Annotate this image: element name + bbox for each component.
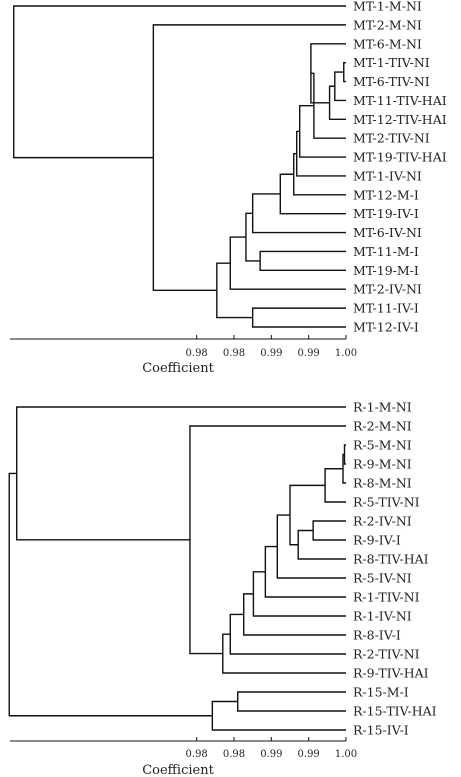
leaf-label: R-1-IV-NI [353, 609, 412, 624]
leaf-label: MT-19-TIV-HAI [353, 150, 447, 165]
cluster-link [259, 250, 346, 272]
cluster-link [310, 72, 346, 139]
leaf-label: MT-12-IV-I [353, 320, 419, 335]
leaf-label: MT-6-TIV-NI [353, 74, 430, 89]
leaf-label: R-2-IV-NI [353, 514, 412, 529]
x-tick-label: 1.00 [335, 749, 357, 760]
cluster-link [343, 61, 346, 83]
cluster-link [289, 484, 326, 546]
leaf-label: MT-6-IV-NI [353, 225, 422, 240]
cluster-link [211, 700, 346, 731]
leaf-label: MT-2-TIV-NI [353, 131, 430, 146]
cluster-link [189, 425, 346, 655]
leaf-label: R-15-TIV-HAI [353, 704, 437, 719]
leaf-label: MT-12-TIV-HAI [353, 112, 447, 127]
x-tick-label: 0.99 [298, 348, 320, 359]
leaf-label: R-9-TIV-HAI [353, 666, 429, 681]
x-tick-label: 0.98 [186, 348, 208, 359]
cluster-link [237, 691, 346, 712]
leaf-label: MT-19-IV-I [353, 206, 419, 221]
x-tick-label: 0.98 [186, 749, 208, 760]
cluster-link [276, 514, 346, 579]
cluster-link [16, 406, 346, 541]
x-axis-title: Coefficient [142, 763, 214, 777]
cluster-link [293, 152, 346, 196]
leaf-label: R-2-M-NI [353, 419, 412, 434]
leaf-label: MT-1-TIV-NI [353, 55, 430, 70]
leaf-label: R-1-M-NI [353, 400, 412, 415]
leaf-label: R-5-M-NI [353, 438, 412, 453]
leaf-label: MT-1-M-NI [353, 0, 422, 14]
leaf-label: R-8-M-NI [353, 476, 412, 491]
leaf-label: R-8-IV-I [353, 628, 401, 643]
cluster-link [251, 307, 346, 328]
x-tick-label: 1.00 [335, 348, 357, 359]
cluster-link [229, 236, 346, 290]
leaf-label: R-5-IV-NI [353, 571, 412, 586]
leaf-label: MT-12-M-I [353, 187, 419, 202]
cluster-link [8, 472, 213, 717]
leaf-label: R-15-IV-I [353, 723, 409, 738]
x-tick-label: 0.99 [260, 348, 282, 359]
x-tick-label: 0.98 [223, 749, 245, 760]
leaf-label: MT-2-M-NI [353, 17, 422, 32]
leaf-label: R-9-M-NI [353, 457, 412, 472]
leaf-label: MT-11-IV-I [353, 301, 419, 316]
x-tick-label: 0.99 [260, 749, 282, 760]
cluster-link [328, 85, 346, 120]
cluster-link [251, 193, 346, 234]
cluster-link [13, 5, 346, 159]
x-axis-title: Coefficient [142, 361, 214, 376]
cluster-link [216, 262, 253, 319]
x-tick-label: 0.98 [223, 348, 245, 359]
leaf-label: MT-2-IV-NI [353, 282, 422, 297]
cluster-link [243, 593, 346, 636]
leaf-label: MT-6-M-NI [353, 36, 422, 51]
cluster-link [343, 444, 346, 465]
cluster-link [299, 105, 346, 158]
leaf-label: R-5-TIV-NI [353, 495, 420, 510]
x-tick-label: 0.99 [298, 749, 320, 760]
cluster-link [310, 43, 346, 104]
leaf-label: MT-1-IV-NI [353, 168, 422, 183]
leaf-label: R-8-TIV-HAI [353, 552, 429, 567]
leaf-label: MT-11-TIV-HAI [353, 93, 447, 108]
leaf-label: R-15-M-I [353, 685, 409, 700]
leaf-label: R-2-TIV-NI [353, 647, 420, 662]
dendrogram-bottom: R-1-M-NI R-2-M-NI R-5-M-NI R-9-M-NI R-8-M-NI… [8, 400, 437, 777]
cluster-link [297, 529, 346, 560]
cluster-link [245, 212, 261, 262]
cluster-link [229, 613, 346, 655]
leaf-label: MT-19-M-I [353, 263, 419, 278]
leaf-label: R-1-TIV-NI [353, 590, 420, 605]
leaf-label: R-9-IV-I [353, 533, 401, 548]
dendrogram-top: MT-1-M-NI MT-2-M-NI MT-6-M-NI MT-1-TIV-NI MT… [10, 0, 447, 376]
cluster-link [279, 173, 346, 215]
leaf-label: MT-11-M-I [353, 244, 419, 259]
cluster-link [312, 520, 346, 541]
